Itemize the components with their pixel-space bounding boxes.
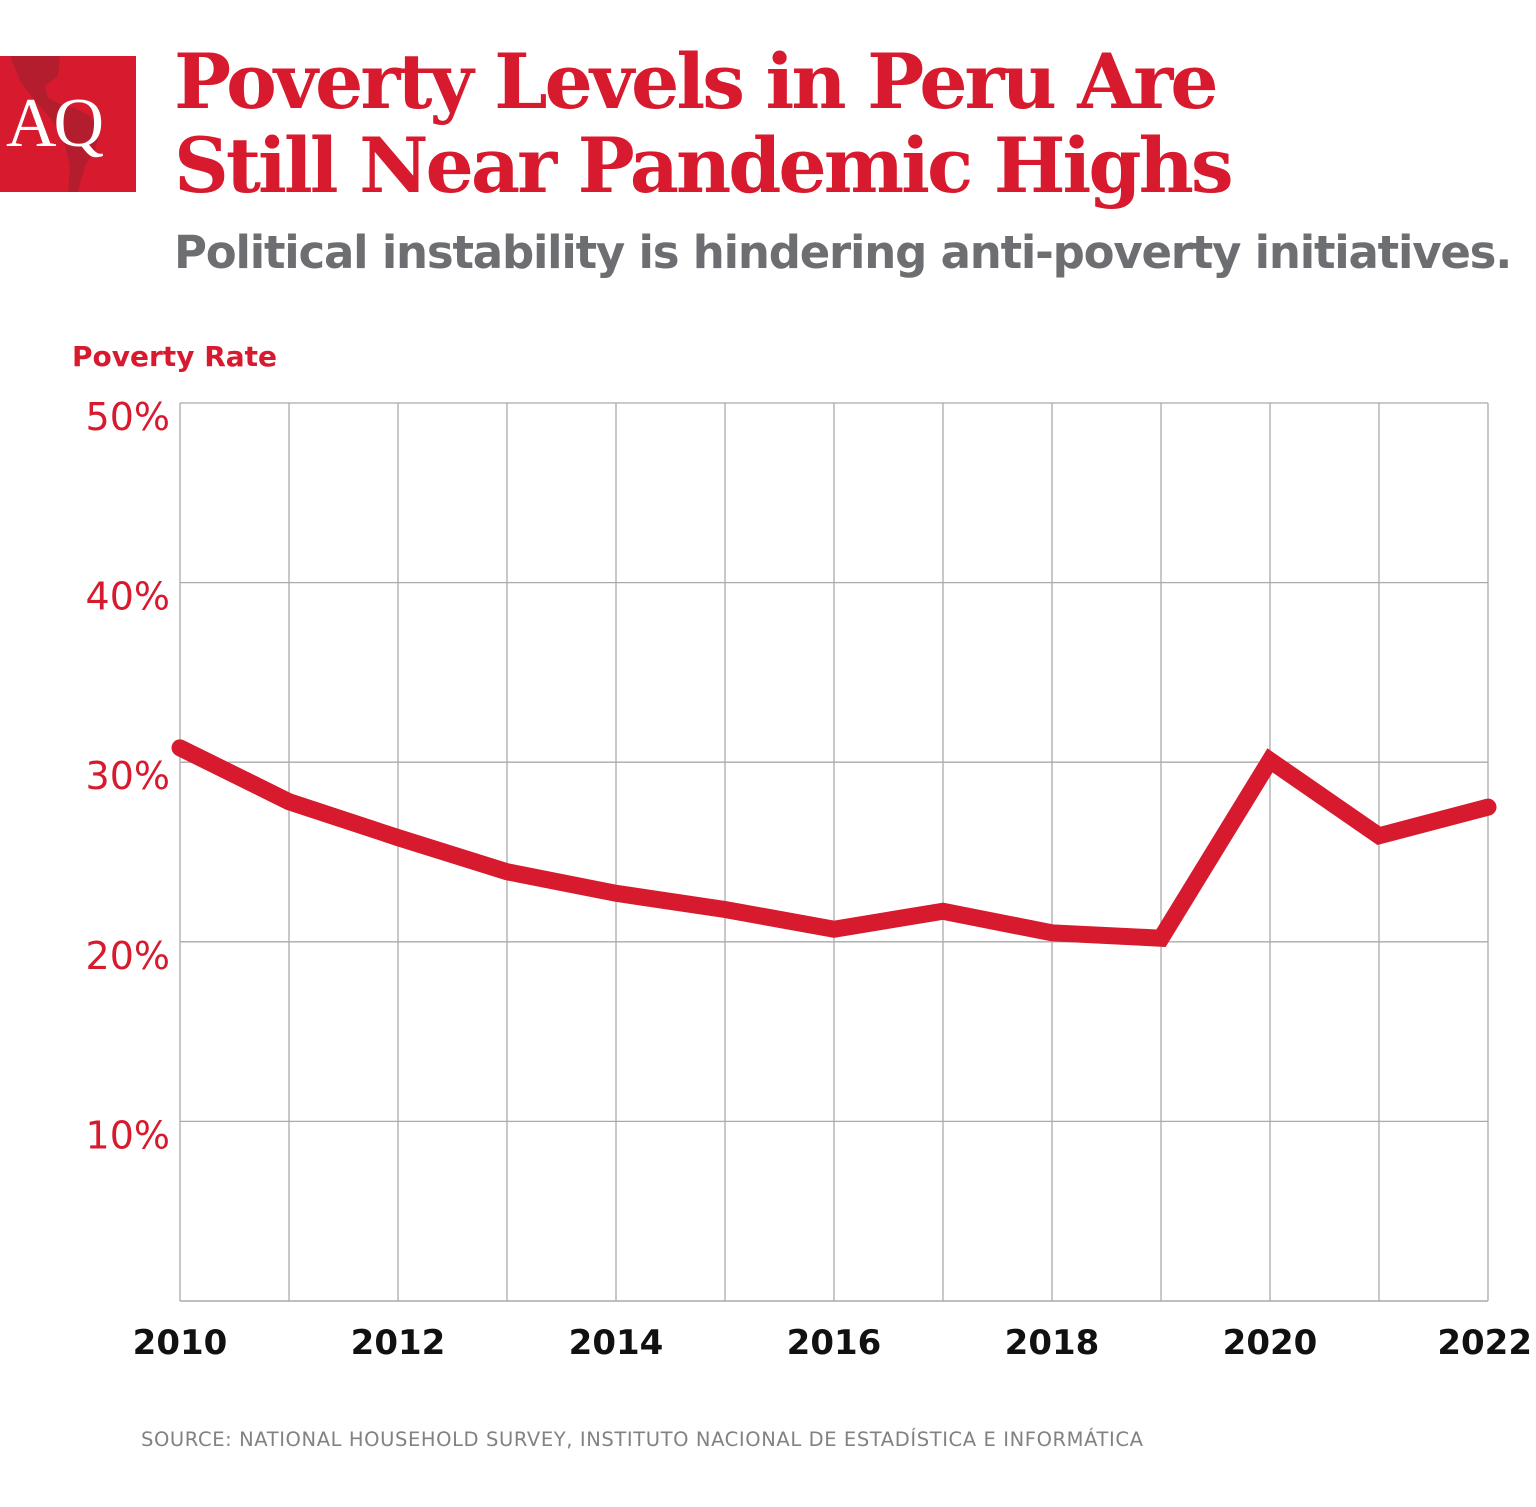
title-line-1: Poverty Levels in Peru Are xyxy=(174,37,1219,126)
aq-logo: AQ xyxy=(0,56,136,192)
y-tick-label: 50% xyxy=(86,395,170,439)
americas-map-icon xyxy=(10,56,100,192)
x-tick-label: 2016 xyxy=(787,1323,882,1363)
y-tick-label: 30% xyxy=(86,754,170,798)
x-tick-label: 2010 xyxy=(133,1323,228,1363)
y-tick-label: 20% xyxy=(86,934,170,978)
title-line-2: Still Near Pandemic Highs xyxy=(174,121,1234,210)
logo-text: AQ xyxy=(6,85,104,162)
x-tick-label: 2020 xyxy=(1223,1323,1318,1363)
chart-subtitle: Political instability is hindering anti-… xyxy=(174,226,1512,279)
x-tick-label: 2012 xyxy=(351,1323,446,1363)
x-tick-label: 2022 xyxy=(1437,1323,1532,1363)
x-tick-label: 2014 xyxy=(569,1323,664,1363)
x-tick-label: 2018 xyxy=(1005,1323,1100,1363)
chart-title: Poverty Levels in Peru Are Still Near Pa… xyxy=(174,37,1234,210)
y-tick-label: 40% xyxy=(86,575,170,619)
y-axis-label: Poverty Rate xyxy=(72,340,278,373)
source-note: SOURCE: NATIONAL HOUSEHOLD SURVEY, INSTI… xyxy=(141,1428,1144,1451)
y-tick-label: 10% xyxy=(86,1113,170,1157)
